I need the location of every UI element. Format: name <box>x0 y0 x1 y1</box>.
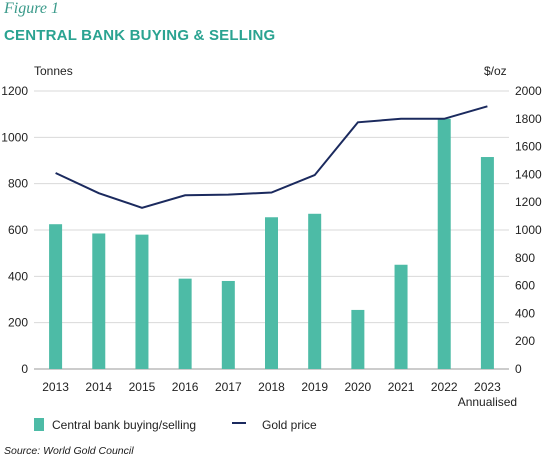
x-tick-label: 2018 <box>258 380 285 394</box>
bar <box>394 264 408 369</box>
x-tick-label: 2015 <box>129 380 156 394</box>
bar <box>135 234 149 369</box>
right-axis-ticks: 0 200 400 600 800 1000 1200 1400 1600 1800 2000 <box>515 84 542 376</box>
right-tick-label: 1200 <box>515 195 542 209</box>
left-tick-label: 1200 <box>1 84 28 98</box>
x-tick-label: 2016 <box>172 380 199 394</box>
left-tick-label: 600 <box>8 223 28 237</box>
bar <box>265 217 278 369</box>
x-tick-label: 2023 <box>474 380 501 394</box>
figure-label: Figure 1 <box>4 0 59 17</box>
right-tick-label: 2000 <box>515 84 542 98</box>
left-tick-label: 800 <box>8 177 28 191</box>
legend-swatch-bars <box>34 418 44 431</box>
bar <box>49 224 63 369</box>
gold-price-line <box>55 105 488 209</box>
bar <box>221 280 235 369</box>
x-tick-label: 2017 <box>215 380 242 394</box>
bar <box>178 278 192 369</box>
right-tick-label: 0 <box>515 362 522 376</box>
right-tick-label: 1600 <box>515 140 542 154</box>
right-tick-label: 400 <box>515 306 535 320</box>
x-tick-sublabel: Annualised <box>458 395 517 409</box>
x-tick-label: 2013 <box>42 380 69 394</box>
source-note: Source: World Gold Council <box>4 445 134 457</box>
left-tick-label: 400 <box>8 269 28 283</box>
left-axis-ticks: 0 200 400 600 800 1000 1200 <box>1 84 28 376</box>
right-axis-label: $/oz <box>484 64 507 78</box>
bar <box>351 309 365 369</box>
x-tick-label: 2014 <box>85 380 112 394</box>
gridlines <box>34 90 509 370</box>
x-axis-ticks: 2013 2014 2015 2016 2017 2018 2019 2020 2021 2022… <box>42 380 517 409</box>
chart-title: CENTRAL BANK BUYING & SELLING <box>4 27 276 44</box>
x-tick-label: 2022 <box>431 380 458 394</box>
x-tick-label: 2019 <box>301 380 328 394</box>
right-tick-label: 200 <box>515 334 535 348</box>
bar <box>480 157 494 369</box>
right-tick-label: 1800 <box>515 112 542 126</box>
left-axis-label: Tonnes <box>34 64 73 78</box>
legend: Central bank buying/selling Gold price <box>34 418 317 432</box>
left-tick-label: 1000 <box>1 130 28 144</box>
bar <box>437 118 451 369</box>
bar-series <box>49 118 494 369</box>
bar <box>308 213 322 369</box>
left-tick-label: 0 <box>21 362 28 376</box>
legend-label-line: Gold price <box>262 418 317 432</box>
x-tick-label: 2021 <box>388 380 415 394</box>
bar <box>92 233 106 369</box>
right-tick-label: 1000 <box>515 223 542 237</box>
left-tick-label: 200 <box>8 316 28 330</box>
x-tick-label: 2020 <box>345 380 372 394</box>
legend-label-bars: Central bank buying/selling <box>52 418 196 432</box>
right-tick-label: 1400 <box>515 167 542 181</box>
right-tick-label: 600 <box>515 279 535 293</box>
right-tick-label: 800 <box>515 251 535 265</box>
